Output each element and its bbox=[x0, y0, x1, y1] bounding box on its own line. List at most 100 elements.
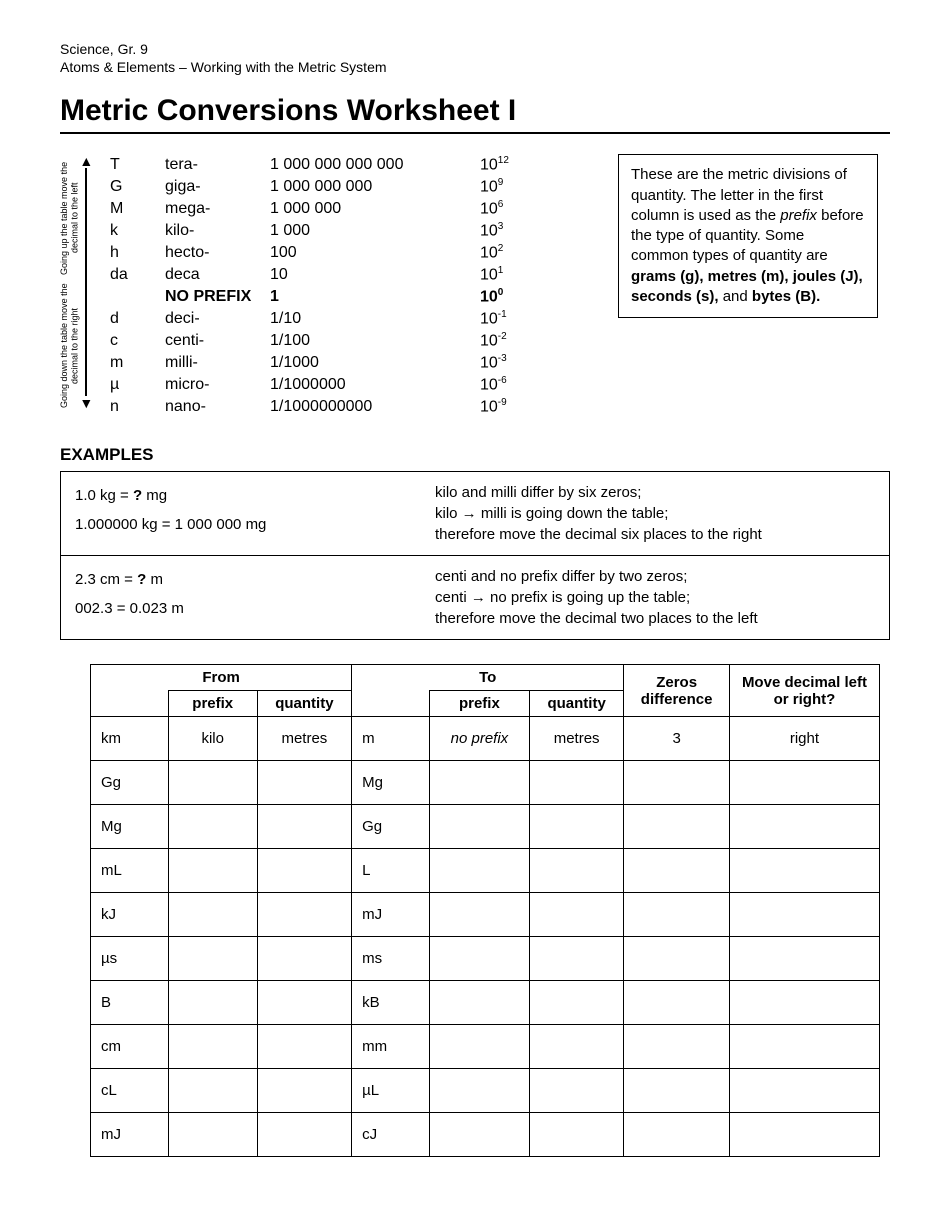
from-unit: cm bbox=[91, 1025, 169, 1069]
prefix-name: deca bbox=[165, 264, 270, 286]
example-problem: 2.3 cm = ? m002.3 = 0.023 m bbox=[75, 566, 435, 629]
to-prefix bbox=[429, 981, 529, 1025]
th-zeros: Zeros difference bbox=[624, 665, 730, 717]
prefix-name: mega- bbox=[165, 198, 270, 220]
side-arrow-labels: Going up the table move the decimal to t… bbox=[60, 154, 92, 410]
to-unit: µL bbox=[352, 1069, 430, 1113]
prefix-value: 1/1000000000 bbox=[270, 396, 480, 418]
prefix-symbol: m bbox=[110, 352, 165, 374]
from-prefix: kilo bbox=[168, 717, 257, 761]
prefix-name: micro- bbox=[165, 374, 270, 396]
prefix-row: ddeci-1/1010-1 bbox=[110, 308, 540, 330]
to-prefix bbox=[429, 1113, 529, 1157]
meta-line-1: Science, Gr. 9 bbox=[60, 40, 890, 58]
move-dir bbox=[729, 937, 879, 981]
from-prefix bbox=[168, 893, 257, 937]
prefix-row: NO PREFIX1100 bbox=[110, 286, 540, 308]
prefix-name: hecto- bbox=[165, 242, 270, 264]
to-unit: mm bbox=[352, 1025, 430, 1069]
arrow-up-icon: ▲ bbox=[79, 154, 93, 168]
zeros-diff bbox=[624, 981, 730, 1025]
prefix-value: 1/1000 bbox=[270, 352, 480, 374]
table-row: cL µL bbox=[91, 1069, 880, 1113]
prefix-symbol: T bbox=[110, 154, 165, 176]
prefix-power: 10-1 bbox=[480, 308, 540, 330]
to-prefix: no prefix bbox=[429, 717, 529, 761]
to-prefix bbox=[429, 805, 529, 849]
from-prefix bbox=[168, 1113, 257, 1157]
from-quantity bbox=[257, 849, 351, 893]
from-unit: mL bbox=[91, 849, 169, 893]
prefix-name: tera- bbox=[165, 154, 270, 176]
to-unit: mJ bbox=[352, 893, 430, 937]
from-quantity bbox=[257, 893, 351, 937]
prefix-table: Ttera-1 000 000 000 0001012Ggiga-1 000 0… bbox=[110, 154, 540, 417]
prefix-name: milli- bbox=[165, 352, 270, 374]
prefix-value: 1 bbox=[270, 286, 480, 308]
from-quantity bbox=[257, 981, 351, 1025]
move-dir: right bbox=[729, 717, 879, 761]
zeros-diff bbox=[624, 1113, 730, 1157]
example-problem: 1.0 kg = ? mg1.000000 kg = 1 000 000 mg bbox=[75, 482, 435, 545]
prefix-row: mmilli-1/100010-3 bbox=[110, 352, 540, 374]
prefix-power: 10-6 bbox=[480, 374, 540, 396]
move-dir bbox=[729, 1069, 879, 1113]
table-row: kJmJ bbox=[91, 893, 880, 937]
to-quantity bbox=[529, 1069, 623, 1113]
prefix-power: 10-9 bbox=[480, 396, 540, 418]
to-quantity bbox=[529, 761, 623, 805]
worksheet-table: From To Zeros difference Move decimal le… bbox=[90, 664, 880, 1157]
prefix-power: 103 bbox=[480, 220, 540, 242]
from-unit: Gg bbox=[91, 761, 169, 805]
th-to-quantity: quantity bbox=[529, 691, 623, 717]
table-row: GgMg bbox=[91, 761, 880, 805]
from-prefix bbox=[168, 981, 257, 1025]
header-meta: Science, Gr. 9 Atoms & Elements – Workin… bbox=[60, 40, 890, 76]
to-quantity bbox=[529, 1025, 623, 1069]
to-quantity bbox=[529, 981, 623, 1025]
to-prefix bbox=[429, 761, 529, 805]
prefix-symbol: G bbox=[110, 176, 165, 198]
zeros-diff bbox=[624, 761, 730, 805]
prefix-power: 109 bbox=[480, 176, 540, 198]
from-quantity: metres bbox=[257, 717, 351, 761]
prefix-row: kkilo-1 000103 bbox=[110, 220, 540, 242]
move-dir bbox=[729, 849, 879, 893]
prefix-value: 1 000 000 000 bbox=[270, 176, 480, 198]
from-quantity bbox=[257, 805, 351, 849]
side-label-up: Going up the table move the decimal to t… bbox=[59, 154, 80, 282]
th-from-unit bbox=[91, 691, 169, 717]
zeros-diff: 3 bbox=[624, 717, 730, 761]
prefix-value: 1 000 000 000 000 bbox=[270, 154, 480, 176]
zeros-diff bbox=[624, 1025, 730, 1069]
prefix-value: 1/100 bbox=[270, 330, 480, 352]
prefix-row: nnano-1/100000000010-9 bbox=[110, 396, 540, 418]
prefix-symbol: M bbox=[110, 198, 165, 220]
example-row: 1.0 kg = ? mg1.000000 kg = 1 000 000 mgk… bbox=[61, 472, 889, 555]
from-unit: mJ bbox=[91, 1113, 169, 1157]
to-unit: kB bbox=[352, 981, 430, 1025]
to-unit: L bbox=[352, 849, 430, 893]
side-label-down: Going down the table move the decimal to… bbox=[59, 282, 80, 410]
prefix-row: Ttera-1 000 000 000 0001012 bbox=[110, 154, 540, 176]
from-prefix bbox=[168, 805, 257, 849]
th-to-prefix: prefix bbox=[429, 691, 529, 717]
prefix-symbol: c bbox=[110, 330, 165, 352]
from-prefix bbox=[168, 849, 257, 893]
prefix-power: 106 bbox=[480, 198, 540, 220]
prefix-symbol: h bbox=[110, 242, 165, 264]
from-quantity bbox=[257, 937, 351, 981]
info-text-bold2: bytes (B). bbox=[752, 288, 820, 305]
move-dir bbox=[729, 805, 879, 849]
prefix-row: µmicro-1/100000010-6 bbox=[110, 374, 540, 396]
prefix-name: giga- bbox=[165, 176, 270, 198]
prefix-value: 1/1000000 bbox=[270, 374, 480, 396]
top-section: Going up the table move the decimal to t… bbox=[60, 154, 890, 417]
from-unit: cL bbox=[91, 1069, 169, 1113]
prefix-name: deci- bbox=[165, 308, 270, 330]
to-unit: cJ bbox=[352, 1113, 430, 1157]
to-quantity bbox=[529, 805, 623, 849]
prefix-symbol: da bbox=[110, 264, 165, 286]
prefix-row: dadeca10101 bbox=[110, 264, 540, 286]
info-box: These are the metric divisions of quanti… bbox=[618, 154, 878, 318]
